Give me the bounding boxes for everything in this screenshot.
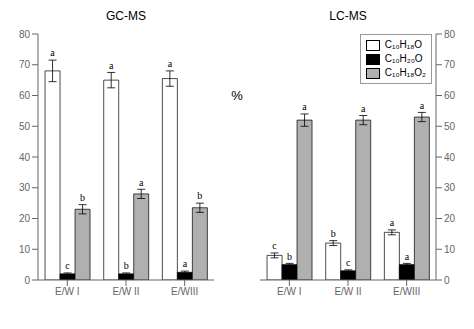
- svg-text:20: 20: [19, 213, 31, 224]
- svg-text:50: 50: [19, 121, 31, 132]
- svg-text:70: 70: [19, 59, 31, 70]
- svg-text:60: 60: [444, 90, 456, 101]
- html-text:GC-MS: GC-MS: [106, 9, 146, 23]
- svg-text:b: b: [197, 190, 202, 201]
- svg-text:60: 60: [19, 90, 31, 101]
- svg-text:40: 40: [444, 152, 456, 163]
- svg-text:40: 40: [19, 152, 31, 163]
- svg-text:50: 50: [444, 121, 456, 132]
- svg-text:b: b: [80, 192, 85, 203]
- svg-text:10: 10: [444, 244, 456, 255]
- html-text:C₁₀H₁₈O: C₁₀H₁₈O: [384, 39, 423, 50]
- svg-text:30: 30: [19, 182, 31, 193]
- svg-text:a: a: [405, 251, 410, 262]
- svg-text:a: a: [139, 177, 144, 188]
- svg-text:20: 20: [444, 213, 456, 224]
- svg-text:80: 80: [19, 29, 31, 40]
- svg-text:E/W II: E/W II: [334, 286, 361, 297]
- svg-text:a: a: [168, 58, 173, 69]
- html-text:LC-MS: LC-MS: [329, 9, 367, 23]
- svg-text:0: 0: [444, 275, 450, 286]
- svg-text:a: a: [420, 100, 425, 111]
- svg-text:80: 80: [444, 29, 456, 40]
- svg-text:c: c: [346, 257, 351, 268]
- svg-text:70: 70: [444, 59, 456, 70]
- svg-text:b: b: [331, 228, 336, 239]
- svg-text:E/W II: E/W II: [112, 286, 139, 297]
- svg-text:0: 0: [24, 275, 30, 286]
- html-text:C₁₀H₂₀O: C₁₀H₂₀O: [384, 53, 423, 64]
- svg-text:a: a: [302, 101, 307, 112]
- html-text:C₁₀H₁₈O₂: C₁₀H₁₈O₂: [384, 67, 426, 78]
- svg-text:10: 10: [19, 244, 31, 255]
- svg-text:b: b: [287, 251, 292, 262]
- svg-text:a: a: [390, 217, 395, 228]
- svg-text:b: b: [124, 260, 129, 271]
- svg-text:a: a: [109, 60, 114, 71]
- svg-text:30: 30: [444, 182, 456, 193]
- svg-text:E/W I: E/W I: [277, 286, 301, 297]
- svg-text:c: c: [65, 260, 70, 271]
- svg-text:a: a: [361, 103, 366, 114]
- svg-text:E/WIII: E/WIII: [171, 286, 198, 297]
- svg-text:a: a: [50, 47, 55, 58]
- svg-text:E/WIII: E/WIII: [393, 286, 420, 297]
- svg-text:E/W I: E/W I: [55, 286, 79, 297]
- svg-text:a: a: [183, 258, 188, 269]
- svg-text:c: c: [272, 240, 277, 251]
